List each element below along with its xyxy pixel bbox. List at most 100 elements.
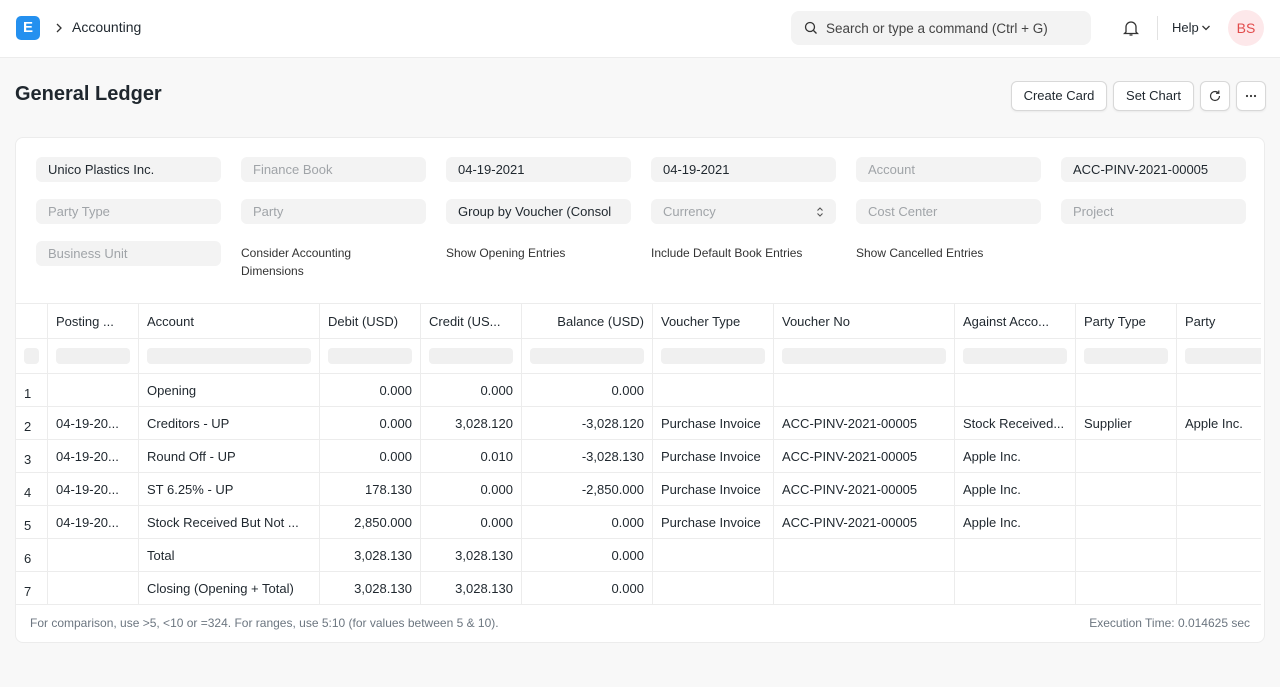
table-cell[interactable]: ACC-PINV-2021-00005 [774, 473, 955, 506]
filter-cell[interactable] [1076, 339, 1177, 374]
table-cell[interactable]: 04-19-20... [48, 440, 139, 473]
filter-input[interactable]: Party Type [36, 199, 221, 224]
table-cell[interactable] [1076, 572, 1177, 605]
table-cell[interactable] [1177, 374, 1261, 407]
filter-input[interactable]: Finance Book [241, 157, 426, 182]
button[interactable]: Create Card [1011, 81, 1107, 111]
filter-cell[interactable] [139, 339, 320, 374]
table-cell[interactable] [48, 374, 139, 407]
table-cell[interactable] [653, 572, 774, 605]
table-cell[interactable] [1177, 572, 1261, 605]
table-cell[interactable]: 0.000 [320, 374, 421, 407]
table-cell[interactable] [48, 539, 139, 572]
table-cell[interactable] [774, 374, 955, 407]
filter-cell[interactable] [421, 339, 522, 374]
checkbox-field[interactable]: Include Default Book Entries [651, 244, 851, 262]
filter-input[interactable]: Project [1061, 199, 1246, 224]
table-cell[interactable]: Stock Received... [955, 407, 1076, 440]
table-cell[interactable]: Stock Received But Not ... [139, 506, 320, 539]
header-cell[interactable]: Posting ... [48, 304, 139, 339]
table-cell[interactable]: Apple Inc. [955, 440, 1076, 473]
table-cell[interactable]: 0.000 [421, 506, 522, 539]
filter-input[interactable]: Group by Voucher (Consol [446, 199, 631, 224]
table-cell[interactable] [48, 572, 139, 605]
filter-cell[interactable] [320, 339, 421, 374]
header-cell[interactable]: Party [1177, 304, 1261, 339]
table-cell[interactable]: ST 6.25% - UP [139, 473, 320, 506]
table-cell[interactable]: Creditors - UP [139, 407, 320, 440]
table-cell[interactable]: -3,028.120 [522, 407, 653, 440]
table-cell[interactable]: 04-19-20... [48, 473, 139, 506]
filter-cell[interactable] [774, 339, 955, 374]
table-cell[interactable]: Round Off - UP [139, 440, 320, 473]
help-menu[interactable]: Help [1172, 20, 1199, 35]
filter-input[interactable]: Account [856, 157, 1041, 182]
table-cell[interactable]: 0.000 [522, 374, 653, 407]
table-cell[interactable]: Purchase Invoice [653, 473, 774, 506]
table-cell[interactable]: Purchase Invoice [653, 506, 774, 539]
logo[interactable]: E [16, 16, 40, 40]
breadcrumb[interactable]: Accounting [72, 19, 142, 35]
table-cell[interactable]: -2,850.000 [522, 473, 653, 506]
table-cell[interactable]: 0.010 [421, 440, 522, 473]
header-cell[interactable]: Credit (US... [421, 304, 522, 339]
table-cell[interactable]: Apple Inc. [955, 473, 1076, 506]
filter-input[interactable]: Cost Center [856, 199, 1041, 224]
table-cell[interactable]: Supplier [1076, 407, 1177, 440]
filter-cell[interactable] [522, 339, 653, 374]
table-cell[interactable]: Opening [139, 374, 320, 407]
table-cell[interactable]: ACC-PINV-2021-00005 [774, 407, 955, 440]
filter-input[interactable]: Party [241, 199, 426, 224]
table-cell[interactable]: 04-19-20... [48, 407, 139, 440]
table-cell[interactable]: 0.000 [320, 440, 421, 473]
filter-input[interactable]: Unico Plastics Inc. [36, 157, 221, 182]
filter-input[interactable]: 04-19-2021 [446, 157, 631, 182]
table-cell[interactable] [653, 374, 774, 407]
table-cell[interactable]: 0.000 [421, 374, 522, 407]
table-cell[interactable] [774, 539, 955, 572]
table-cell[interactable] [1076, 374, 1177, 407]
filter-input[interactable]: ACC-PINV-2021-00005 [1061, 157, 1246, 182]
table-cell[interactable] [1177, 473, 1261, 506]
table-cell[interactable] [1076, 440, 1177, 473]
table-cell[interactable]: Purchase Invoice [653, 440, 774, 473]
table-cell[interactable]: ACC-PINV-2021-00005 [774, 506, 955, 539]
header-cell[interactable]: Balance (USD) [522, 304, 653, 339]
table-cell[interactable]: 178.130 [320, 473, 421, 506]
table-cell[interactable] [955, 572, 1076, 605]
table-cell[interactable]: Apple Inc. [1177, 407, 1261, 440]
table-cell[interactable] [1177, 506, 1261, 539]
header-cell[interactable]: Voucher Type [653, 304, 774, 339]
table-cell[interactable] [955, 374, 1076, 407]
table-cell[interactable]: -3,028.130 [522, 440, 653, 473]
table-cell[interactable]: 0.000 [522, 539, 653, 572]
table-cell[interactable] [1076, 473, 1177, 506]
notification-bell[interactable] [1123, 19, 1139, 37]
more-button[interactable] [1236, 81, 1266, 111]
table-cell[interactable]: 3,028.120 [421, 407, 522, 440]
table-cell[interactable] [774, 572, 955, 605]
header-cell[interactable]: Party Type [1076, 304, 1177, 339]
table-cell[interactable] [1177, 440, 1261, 473]
table-cell[interactable]: 04-19-20... [48, 506, 139, 539]
table-cell[interactable]: Total [139, 539, 320, 572]
search-bar[interactable]: Search or type a command (Ctrl + G) [791, 11, 1091, 45]
header-cell[interactable]: Account [139, 304, 320, 339]
filter-input[interactable]: 04-19-2021 [651, 157, 836, 182]
button[interactable]: Set Chart [1113, 81, 1194, 111]
table-cell[interactable]: ACC-PINV-2021-00005 [774, 440, 955, 473]
checkbox-field[interactable]: Show Cancelled Entries [856, 244, 1056, 262]
filter-cell[interactable] [48, 339, 139, 374]
table-cell[interactable]: 3,028.130 [421, 539, 522, 572]
refresh-button[interactable] [1200, 81, 1230, 111]
table-cell[interactable]: 0.000 [522, 506, 653, 539]
table-cell[interactable]: Purchase Invoice [653, 407, 774, 440]
filter-cell[interactable] [653, 339, 774, 374]
filter-input[interactable]: Currency [651, 199, 836, 224]
table-cell[interactable] [653, 539, 774, 572]
table-cell[interactable] [955, 539, 1076, 572]
filter-cell[interactable] [955, 339, 1076, 374]
table-cell[interactable] [1076, 506, 1177, 539]
header-cell[interactable]: Debit (USD) [320, 304, 421, 339]
table-cell[interactable]: 2,850.000 [320, 506, 421, 539]
